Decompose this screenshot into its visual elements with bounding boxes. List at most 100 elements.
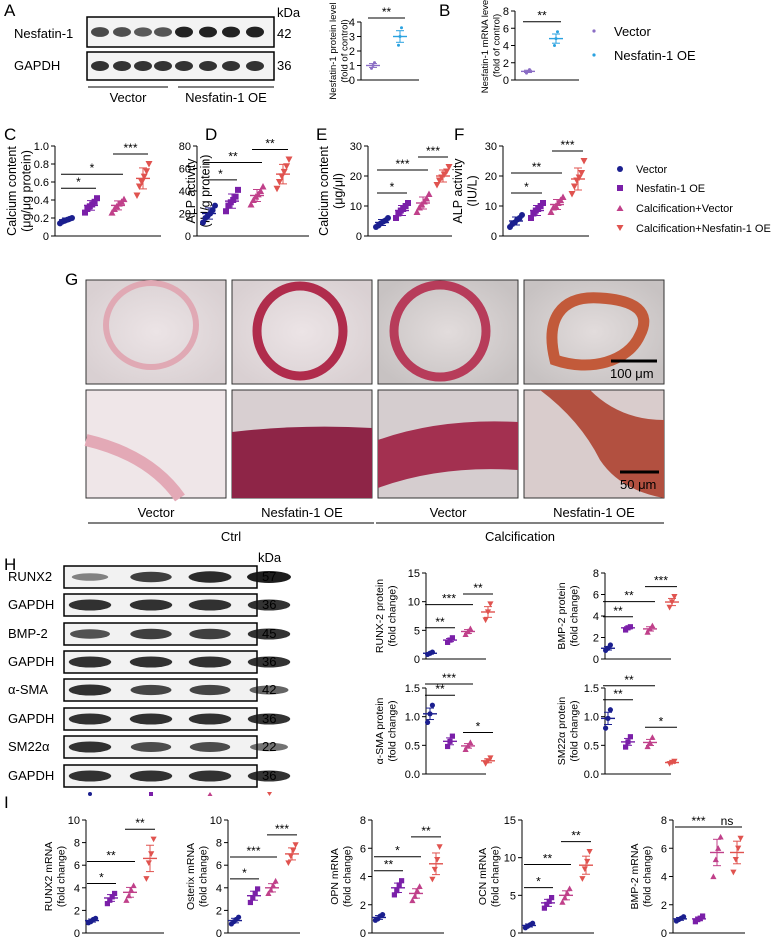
histo-col-label-1: Vector — [138, 505, 176, 520]
chart-i4-ylabel-line1: OCN mRNA — [477, 848, 489, 905]
blot-a-band-nesfatin — [222, 26, 240, 38]
blot-a-band-nesfatin — [113, 27, 131, 37]
chart-i1-ylabel-line2: (fold change) — [56, 846, 68, 907]
chart-d-point — [212, 202, 218, 209]
blot-h-band — [247, 599, 291, 611]
histo-group-calcification: Calcification — [485, 529, 555, 544]
chart-h3-sig-label: *** — [442, 671, 456, 685]
chart-d-point — [285, 156, 293, 163]
chart-e-ytick-label: 20 — [350, 171, 362, 183]
chart-i1-sig-label: * — [99, 870, 104, 884]
chart-h2-ylabel-line2: (fold change) — [569, 585, 581, 646]
chart-f-ytick-label: 10 — [485, 201, 497, 213]
chart-a-ytick-label: 1 — [349, 61, 355, 73]
chart-i5-point — [717, 833, 724, 840]
chart-i3-point — [396, 882, 402, 888]
chart-e-ylabel-line1: Calcium content — [317, 146, 331, 236]
chart-e-ytick-label: 30 — [350, 141, 362, 153]
chart-e-point — [425, 190, 433, 197]
blot-h-band — [68, 599, 112, 611]
panel-letter-b: B — [439, 1, 450, 20]
chart-e-ytick-label: 10 — [350, 201, 362, 213]
chart-d-point — [209, 207, 216, 214]
blot-h-band — [129, 713, 173, 725]
legend-marker-nesfatin — [617, 185, 623, 191]
panel-letter-i: I — [4, 793, 9, 812]
chart-e-point — [393, 215, 399, 221]
chart-d-ytick-label: 40 — [179, 186, 191, 198]
blot-a-band-gapdh — [113, 61, 131, 71]
blot-h-band — [68, 713, 112, 725]
chart-e-point — [445, 164, 453, 171]
blot-h-row-kda: 36 — [262, 711, 276, 726]
chart-e-point — [423, 195, 431, 202]
chart-c-point — [145, 161, 153, 168]
chart-f-point — [528, 215, 534, 221]
chart-d-sig-label: * — [218, 167, 223, 181]
chart-c-point — [133, 192, 141, 199]
chart-h3-point — [487, 755, 494, 762]
chart-a-point — [400, 26, 403, 30]
histo-col-label-4: Nesfatin-1 OE — [553, 505, 635, 520]
legend-cf: Vector Nesfatin-1 OE Calcification+Vecto… — [616, 164, 771, 235]
chart-c-ytick-label: 1.0 — [34, 141, 49, 153]
chart-c-point — [135, 183, 143, 190]
chart-b-ytick-label: 8 — [503, 6, 509, 18]
histo-col-label-3: Vector — [430, 505, 468, 520]
chart-i2-ytick-label: 4 — [216, 883, 222, 895]
chart-d-point — [259, 183, 267, 190]
chart-h1-sig-label: ** — [435, 615, 445, 629]
chart-i1-point — [130, 882, 137, 889]
chart-c-sig-label: * — [76, 175, 81, 189]
chart-d-point — [280, 168, 288, 176]
blot-h-band — [188, 571, 232, 583]
chart-h1-ytick-label: 15 — [408, 568, 420, 580]
chart-f-point — [568, 191, 576, 198]
chart-i4-ytick-label: 0 — [510, 928, 516, 940]
chart-i2-point — [292, 842, 299, 848]
chart-i4-ytick-label: 10 — [504, 853, 516, 865]
legend-label-calc-nesfatin: Calcification+Nesfatin-1 OE — [636, 223, 771, 235]
chart-i3-point — [416, 883, 423, 889]
blot-h-row-kda: 45 — [262, 626, 276, 641]
chart-f-sig-label: * — [524, 180, 529, 194]
legend-marker-calc-nesfatin — [616, 225, 624, 231]
chart-i3-point — [391, 892, 397, 898]
legend-marker-vector — [617, 166, 623, 172]
chart-i2-ytick-label: 8 — [216, 838, 222, 850]
chart-i5-ylabel-line1: BMP-2 mRNA — [629, 844, 641, 910]
chart-i1-ytick-label: 2 — [74, 905, 80, 917]
chart-h4-ytick-label: 1.0 — [584, 712, 599, 724]
chart-i2-point — [250, 895, 256, 901]
chart-h4-point — [627, 734, 633, 740]
scale-label-bottom: 50 μm — [620, 477, 656, 492]
histo-group-ctrl: Ctrl — [221, 529, 241, 544]
chart-i2-ylabel-line2: (fold change) — [198, 846, 210, 907]
chart-h1-point — [449, 635, 455, 641]
chart-h2-point — [671, 594, 678, 600]
chart-c-point — [94, 195, 100, 202]
chart-h2-ytick-label: 8 — [593, 568, 599, 580]
chart-i1-point — [112, 890, 118, 897]
chart-h3-ylabel-line2: (fold change) — [387, 700, 399, 761]
chart-i4-sig-label: ** — [543, 852, 553, 866]
chart-i1-ytick-label: 4 — [74, 883, 80, 895]
chart-h3-ylabel-line1: α-SMA protein — [374, 697, 386, 764]
legend-b-marker-vector — [592, 29, 596, 33]
chart-i5-ytick-label: 8 — [661, 815, 667, 827]
chart-f-point — [559, 193, 567, 200]
blot-h-band — [247, 628, 291, 640]
chart-c-point — [82, 209, 88, 216]
blot-h-band — [249, 685, 289, 695]
blot-h-row-label: SM22α — [8, 739, 50, 754]
chart-b-ylabel: Nesfatin-1 mRNA level(fold of control) — [480, 0, 503, 93]
chart-i1-ylabel-line1: RUNX2 mRNA — [43, 842, 55, 911]
blot-h-band — [188, 713, 232, 725]
chart-a-ylabel: Nesfatin-1 protein level(fold of control… — [328, 2, 351, 99]
chart-i4-point — [549, 894, 555, 901]
chart-i5-point — [710, 873, 717, 880]
chart-b-ytick-label: 0 — [503, 75, 509, 87]
chart-i3-ytick-label: 8 — [360, 815, 366, 827]
